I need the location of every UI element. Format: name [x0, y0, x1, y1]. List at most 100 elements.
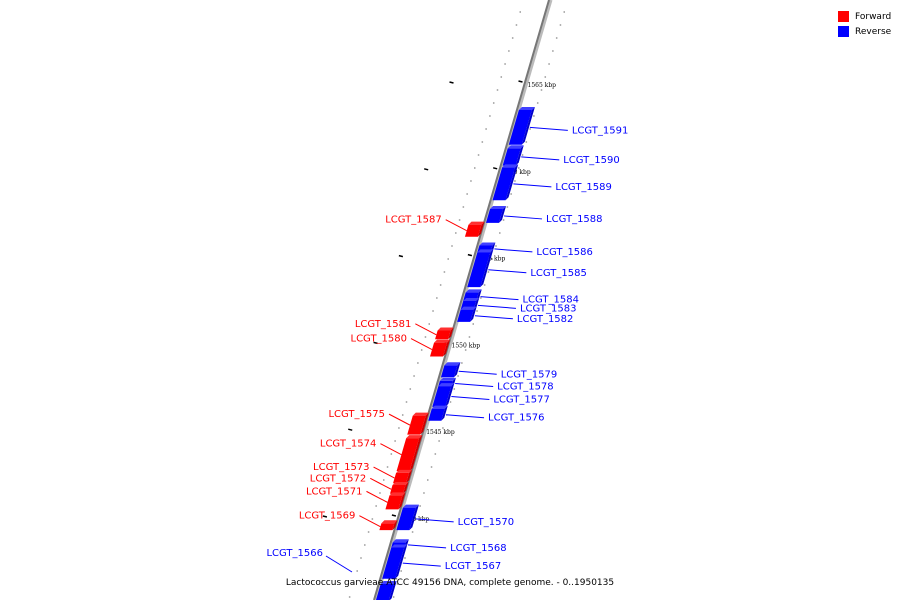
- gene-block: [393, 472, 410, 484]
- gene-lcgt_1570[interactable]: [396, 504, 419, 531]
- gene-label[interactable]: LCGT_1577: [493, 394, 550, 405]
- axis-minor-dash: [424, 168, 429, 171]
- gene-bevel: [444, 362, 461, 366]
- gene-side: [389, 580, 397, 600]
- gene-lcgt_1589[interactable]: [492, 164, 519, 201]
- gene-label[interactable]: LCGT_1574: [320, 439, 377, 450]
- gene-bevel: [518, 107, 535, 111]
- gene-label[interactable]: LCGT_1575: [328, 409, 385, 420]
- axis-tick: [518, 80, 523, 83]
- gene-label[interactable]: LCGT_1576: [488, 413, 545, 424]
- gene-label[interactable]: LCGT_1579: [501, 369, 558, 380]
- gene-bevel: [389, 492, 406, 496]
- gene-bevel: [381, 520, 398, 524]
- forward-swatch: [838, 11, 849, 22]
- gene-side: [515, 145, 524, 166]
- gene-side: [398, 492, 406, 510]
- gene-features: [376, 107, 535, 600]
- legend-forward: Forward: [838, 9, 891, 24]
- gene-lcgt_1574[interactable]: [396, 435, 423, 472]
- gene-bevel: [490, 205, 507, 209]
- legend-reverse: Reverse: [838, 24, 891, 39]
- gene-label[interactable]: LCGT_1585: [530, 268, 587, 279]
- gene-block: [385, 495, 403, 510]
- gene-lcgt_1577[interactable]: [432, 383, 455, 407]
- gene-lcgt_1566[interactable]: [376, 580, 397, 600]
- gene-label[interactable]: LCGT_1568: [450, 543, 507, 554]
- gene-leader-line: [488, 269, 527, 274]
- gene-lcgt_1587[interactable]: [464, 221, 485, 237]
- gene-lcgt_1585[interactable]: [467, 249, 494, 288]
- gene-bevel: [391, 544, 408, 548]
- gene-side: [453, 362, 461, 378]
- gene-block: [485, 208, 504, 223]
- gene-lcgt_1575[interactable]: [407, 412, 429, 435]
- gene-lcgt_1581[interactable]: [435, 327, 454, 340]
- gene-leader-line: [373, 466, 395, 479]
- gene-block: [508, 110, 532, 145]
- gene-label[interactable]: LCGT_1569: [299, 511, 356, 522]
- gene-label[interactable]: LCGT_1587: [385, 215, 442, 226]
- gene-leader-line: [402, 562, 441, 567]
- gene-bevel: [437, 327, 454, 331]
- axis-tick-label: 1550 kbp: [452, 342, 481, 349]
- gene-leader-line: [503, 215, 543, 220]
- gene-label[interactable]: LCGT_1581: [355, 319, 412, 330]
- axis-minor-dash: [398, 254, 404, 258]
- gene-label[interactable]: LCGT_1584: [522, 295, 579, 306]
- gene-label[interactable]: LCGT_1582: [517, 314, 574, 325]
- gene-side: [445, 383, 455, 407]
- gene-bevel: [396, 469, 413, 473]
- gene-side: [409, 504, 419, 531]
- gene-side: [521, 107, 535, 145]
- gene-side: [395, 544, 408, 579]
- gene-lcgt_1569[interactable]: [379, 520, 398, 531]
- gene-lcgt_1571[interactable]: [385, 492, 406, 510]
- gene-lcgt_1588[interactable]: [485, 205, 507, 223]
- gene-leader-line: [480, 296, 519, 301]
- gene-lcgt_1567[interactable]: [382, 544, 408, 579]
- gene-label[interactable]: LCGT_1591: [572, 125, 629, 136]
- gene-leader-line: [380, 443, 402, 456]
- gene-lcgt_1579[interactable]: [440, 362, 461, 378]
- gene-lcgt_1580[interactable]: [430, 339, 451, 357]
- gene-label[interactable]: LCGT_1571: [306, 486, 363, 497]
- gene-label[interactable]: LCGT_1566: [266, 548, 323, 559]
- gene-label[interactable]: LCGT_1583: [520, 303, 577, 314]
- gene-label[interactable]: LCGT_1572: [310, 473, 367, 484]
- gene-label[interactable]: LCGT_1578: [497, 381, 554, 392]
- gene-label[interactable]: LCGT_1567: [445, 561, 502, 572]
- gene-block: [432, 386, 452, 407]
- gene-leader-line: [445, 219, 467, 232]
- axis-tick-label: 1540 kbp: [401, 516, 430, 523]
- gene-label[interactable]: LCGT_1573: [313, 462, 370, 473]
- gene-lcgt_1572[interactable]: [390, 482, 409, 494]
- gene-block: [396, 507, 416, 531]
- gene-label[interactable]: LCGT_1589: [555, 182, 612, 193]
- gene-label[interactable]: LCGT_1588: [546, 214, 603, 225]
- gene-label[interactable]: LCGT_1586: [536, 247, 593, 258]
- gene-bevel: [477, 249, 494, 253]
- gene-block: [492, 167, 516, 201]
- gene-bevel: [460, 306, 477, 310]
- gene-label[interactable]: LCGT_1590: [563, 155, 620, 166]
- gene-side: [443, 339, 451, 357]
- legend-forward-label: Forward: [855, 11, 892, 22]
- gene-label[interactable]: LCGT_1570: [458, 517, 515, 528]
- gene-side: [392, 520, 398, 531]
- gene-lcgt_1573[interactable]: [393, 469, 413, 484]
- gene-leader-line: [451, 395, 490, 400]
- axis-tick-label: 1560 kbp: [502, 169, 531, 176]
- gene-bevel: [479, 242, 496, 246]
- gene-lcgt_1590[interactable]: [502, 145, 524, 166]
- gene-leader-line: [521, 156, 560, 161]
- gene-block: [467, 252, 491, 288]
- gene-lcgt_1591[interactable]: [508, 107, 535, 145]
- gene-lcgt_1582[interactable]: [457, 306, 477, 322]
- axis-tick: [493, 167, 498, 170]
- gene-leader-line: [513, 183, 552, 188]
- gene-lcgt_1576[interactable]: [428, 405, 448, 421]
- axis-tick-label: 1565 kbp: [528, 82, 557, 89]
- gene-block: [407, 415, 426, 435]
- gene-label[interactable]: LCGT_1580: [351, 334, 408, 345]
